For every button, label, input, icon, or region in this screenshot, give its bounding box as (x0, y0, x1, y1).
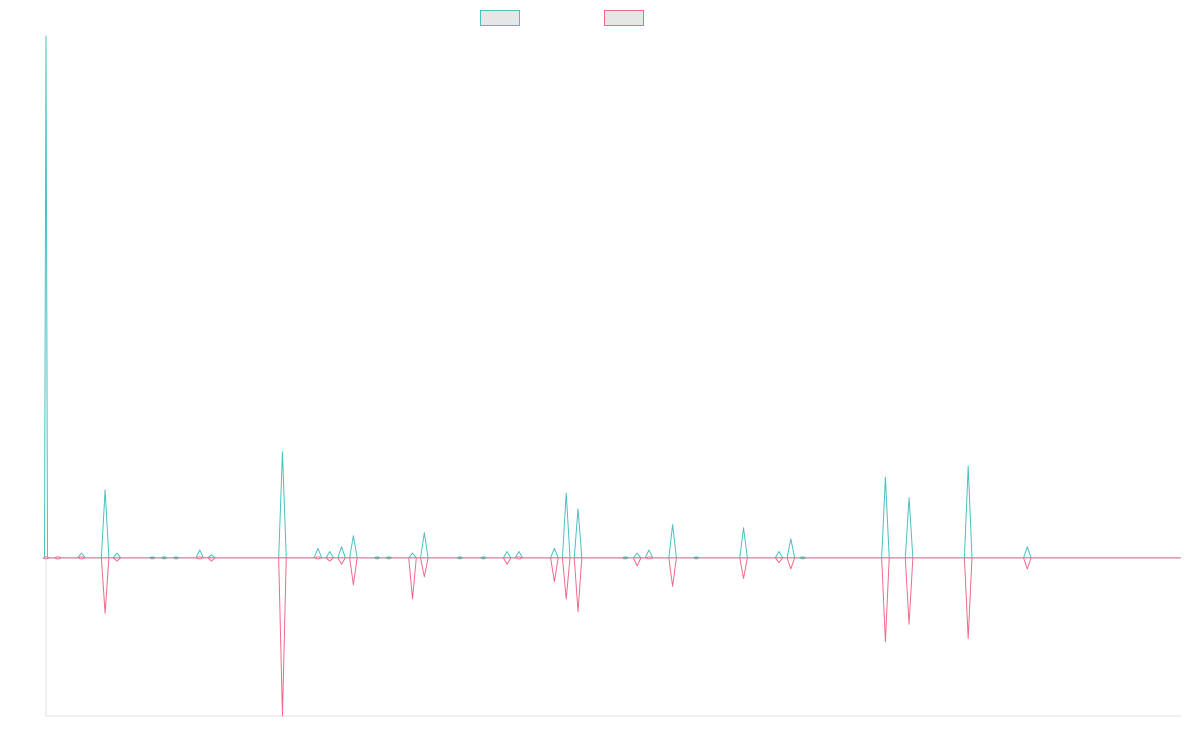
series-1-point-0[interactable] (44, 35, 48, 559)
series-1-point-53[interactable] (668, 524, 677, 559)
series-2-point-14[interactable] (207, 557, 216, 562)
series-1-point-24[interactable] (325, 551, 335, 559)
series-1-point-44[interactable] (561, 492, 571, 559)
series-2-point-40[interactable] (515, 556, 523, 560)
series-2-point-13[interactable] (196, 556, 204, 560)
series-2-point-31[interactable] (408, 557, 417, 600)
legend-item-series-1[interactable] (480, 9, 526, 27)
series-2-point-59[interactable] (739, 557, 748, 579)
series-1-point-63[interactable] (786, 538, 796, 559)
series-1 (44, 35, 1181, 560)
series-2-point-73[interactable] (904, 557, 914, 625)
series-2-point-63[interactable] (786, 557, 796, 570)
series-2-point-71[interactable] (881, 557, 890, 643)
series-2-point-43[interactable] (550, 557, 559, 583)
series-1-point-78[interactable] (963, 465, 973, 559)
series-1-point-32[interactable] (420, 532, 429, 559)
series-1-point-50[interactable] (632, 552, 642, 559)
series-2-point-62[interactable] (774, 557, 784, 564)
series-2-point-53[interactable] (668, 557, 677, 587)
series-1-point-73[interactable] (904, 497, 914, 559)
series-2 (42, 556, 1181, 717)
series-1-point-83[interactable] (1023, 546, 1032, 559)
series-2-point-20[interactable] (278, 557, 287, 717)
series-2-point-0[interactable] (42, 556, 50, 560)
series-1-point-26[interactable] (349, 535, 358, 559)
series-1-point-71[interactable] (881, 476, 890, 559)
series-2-point-39[interactable] (502, 557, 512, 565)
legend-item-series-2[interactable] (604, 9, 650, 27)
series-2-point-45[interactable] (573, 557, 583, 613)
series-2-point-26[interactable] (349, 557, 358, 586)
series-2-point-1[interactable] (54, 556, 62, 560)
series-2-point-3[interactable] (77, 556, 85, 560)
legend-swatch-series-1 (480, 10, 520, 26)
series-2-point-32[interactable] (420, 557, 429, 578)
series-1-point-5[interactable] (100, 489, 110, 559)
series-2-point-23[interactable] (314, 556, 322, 560)
series-2-point-51[interactable] (645, 556, 653, 560)
series-1-point-62[interactable] (774, 551, 784, 559)
series-1-point-25[interactable] (337, 546, 346, 559)
series-2-point-78[interactable] (963, 557, 973, 640)
legend-swatch-series-2 (604, 10, 644, 26)
series-2-point-6[interactable] (112, 557, 122, 562)
series-2-point-44[interactable] (561, 557, 571, 600)
series-1-point-43[interactable] (550, 547, 559, 559)
series-2-point-83[interactable] (1023, 557, 1032, 570)
series-1-point-45[interactable] (573, 508, 583, 559)
series-1-point-6[interactable] (112, 552, 122, 559)
series-2-point-50[interactable] (632, 557, 642, 567)
series-1-point-20[interactable] (278, 451, 287, 559)
series-1-point-31[interactable] (408, 552, 417, 559)
series-1-point-59[interactable] (739, 527, 748, 559)
series-2-point-25[interactable] (337, 557, 346, 565)
series-1-point-39[interactable] (502, 551, 512, 559)
series-2-point-5[interactable] (100, 557, 110, 614)
legend (480, 9, 650, 27)
series-2-point-24[interactable] (325, 557, 335, 562)
